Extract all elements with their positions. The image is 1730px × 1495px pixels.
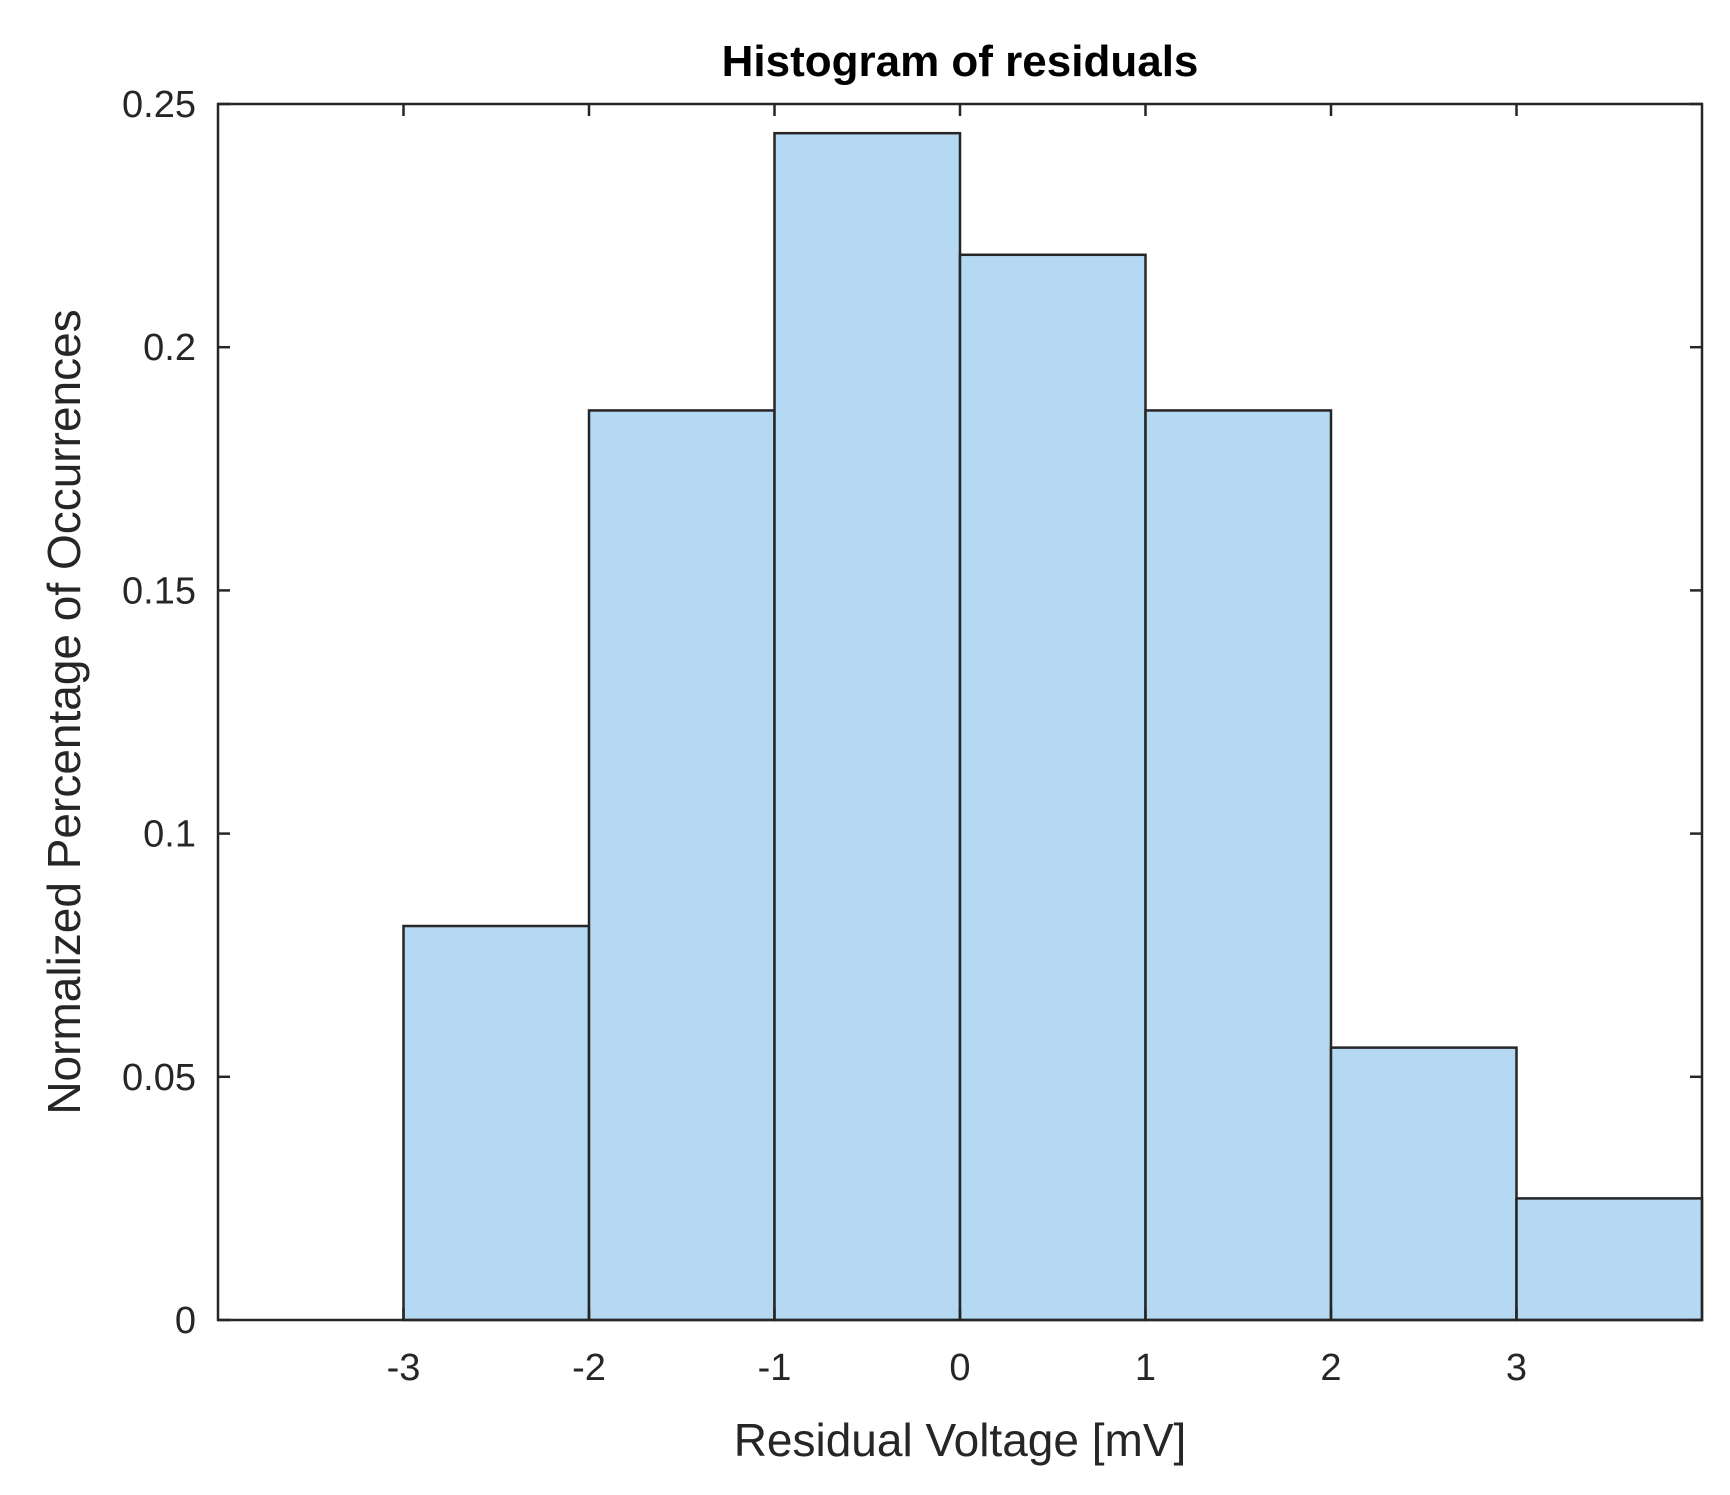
y-tick-label: 0 [175, 1300, 196, 1342]
y-tick-label: 0.2 [143, 327, 196, 369]
y-tick-label: 0.25 [122, 84, 196, 126]
x-tick-label: 0 [949, 1347, 970, 1389]
y-tick-label: 0.15 [122, 570, 196, 612]
y-tick-label: 0.1 [143, 814, 196, 856]
histogram-bar-7 [1515, 1197, 1704, 1322]
x-axis-ticks: -3 -2 -1 0 1 2 3 [387, 104, 1527, 1389]
histogram-bar-3 [773, 131, 962, 1322]
y-axis-ticks: 0 0.05 0.1 0.15 0.2 0.25 [122, 84, 1702, 1342]
chart-title: Histogram of residuals [722, 37, 1199, 86]
y-axis-label: Normalized Percentage of Occurrences [38, 309, 90, 1114]
y-tick-label: 0.05 [122, 1057, 196, 1099]
x-tick-label: -1 [758, 1347, 792, 1389]
x-axis-label: Residual Voltage [mV] [734, 1414, 1187, 1466]
histogram-bar-2 [587, 409, 776, 1322]
histogram-bar-6 [1329, 1046, 1518, 1322]
x-tick-label: 1 [1135, 1347, 1156, 1389]
histogram-bar-4 [958, 253, 1147, 1322]
histogram-bar-5 [1144, 409, 1333, 1322]
histogram-bar-1 [402, 924, 591, 1322]
x-tick-label: -3 [387, 1347, 421, 1389]
x-tick-label: 2 [1320, 1347, 1341, 1389]
histogram-bars [402, 131, 1704, 1322]
x-tick-label: -2 [572, 1347, 606, 1389]
x-tick-label: 3 [1506, 1347, 1527, 1389]
